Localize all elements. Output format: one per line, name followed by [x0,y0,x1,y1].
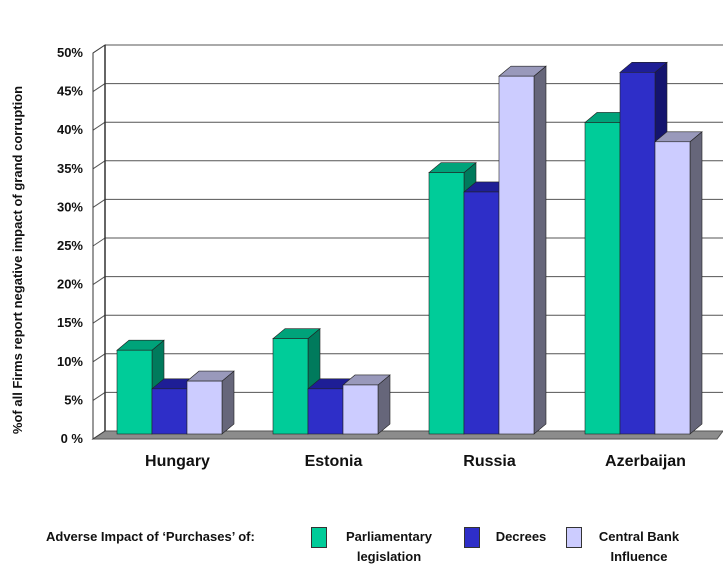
gridline-side [92,237,106,247]
bar-front [151,388,188,435]
gridline-side [92,391,106,401]
gridline-side [92,353,106,363]
bar-side [533,65,547,435]
legend-label: Parliamentary legislation [346,529,432,564]
legend-swatch [311,527,327,548]
gridline-side [92,314,106,324]
y-tick-label: 20% [57,277,83,292]
y-tick-label: 35% [57,161,83,176]
y-tick-label: 10% [57,354,83,369]
bar-front [463,191,500,435]
bar [186,370,235,435]
y-tick-label: 50% [57,45,83,60]
legend-swatch [464,527,480,548]
bar-front [186,380,223,435]
x-tick-label: Hungary [145,453,210,470]
bar-front [342,384,379,435]
bar-front [654,141,691,435]
bar-front [584,122,621,435]
gridline-side [92,121,106,131]
x-tick-label: Estonia [305,453,363,470]
tick-labels: 0 % 5% 10% 15% 20% 25% 30% 35% 40% 45% 50% [57,45,83,446]
bar-layer [116,61,703,435]
gridline-side [92,160,106,170]
bar-front [307,388,344,435]
x-tick-label: Russia [463,453,516,470]
y-tick-label: 0 % [61,431,84,446]
legend-label: Decrees [495,529,547,544]
bar-front [428,172,465,435]
bar-front [272,338,309,435]
svg-text:%of all Firms report negative: %of all Firms report negative impact of … [10,86,25,434]
category-labels: Hungary Estonia Russia Azerbaijan [145,453,686,470]
gridline-side [92,198,106,208]
y-tick-label: 45% [57,84,83,99]
legend-label: Central Bank Influence [598,529,680,564]
y-tick-label: 40% [57,122,83,137]
y-axis-label: %of all Firms report negative impact of … [10,86,25,434]
legend-swatch [566,527,582,548]
bar-side [689,131,703,435]
bar-side [221,370,235,435]
gridline-side [92,276,106,286]
bar [498,65,547,435]
bar-front [619,72,656,435]
legend-title: Adverse Impact of ‘Purchases’ of: [46,529,255,544]
y-tick-label: 15% [57,315,83,330]
y-tick-label: 30% [57,199,83,214]
y-tick-label: 25% [57,238,83,253]
bar [342,374,391,435]
y-tick-label: 5% [64,392,83,407]
gridline-side [92,83,106,93]
bar-front [116,349,153,435]
bar-front [498,75,535,435]
bar [654,131,703,435]
legend: Adverse Impact of ‘Purchases’ of: Parlia… [0,520,723,571]
x-tick-label: Azerbaijan [605,453,686,470]
bar [272,327,321,435]
axis-layer [92,44,106,440]
